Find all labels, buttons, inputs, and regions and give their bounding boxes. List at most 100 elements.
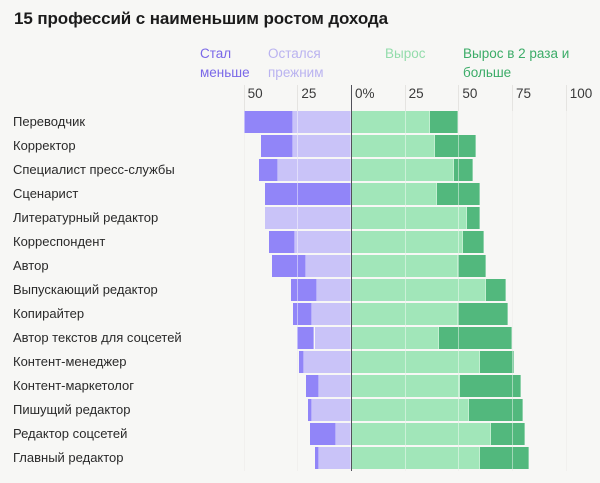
legend: Стал меньше Остался прежним Вырос Вырос в 2… [0, 44, 600, 86]
segment-grew-2x [460, 375, 521, 397]
gridline [512, 85, 514, 471]
segment-grew-2x [462, 231, 485, 253]
legend-item: Вырос в 2 раза и больше [463, 46, 570, 80]
gridline [565, 85, 567, 471]
segment-grew-2x [434, 135, 476, 157]
gridline-overlay [297, 111, 299, 471]
segment-grew-2x [430, 111, 459, 133]
segment-stayed-same [312, 303, 351, 325]
segment-grew-2x [466, 207, 480, 229]
segment-declined [260, 135, 294, 157]
category-label: Копирайтер [13, 306, 85, 321]
segment-declined [308, 399, 313, 421]
segment-grew-2x [479, 447, 530, 469]
gridline-overlay [565, 111, 567, 471]
category-label: Специалист пресс-службы [13, 162, 175, 177]
segment-grew [351, 231, 463, 253]
segment-stayed-same [278, 159, 351, 181]
gridline [297, 85, 299, 471]
segment-stayed-same [316, 279, 351, 301]
segment-stayed-same [335, 423, 351, 445]
legend-item: Остался прежним [268, 46, 324, 80]
segment-grew [351, 327, 440, 349]
chart-title: 15 профессий с наименьшим ростом дохода [14, 9, 388, 28]
segment-declined [305, 375, 319, 397]
segment-grew [351, 255, 459, 277]
axis-tick-label: 50 [462, 86, 478, 101]
segment-stayed-same [303, 351, 351, 373]
axis-tick-label: 0% [355, 86, 375, 101]
segment-grew-2x [486, 279, 506, 301]
segment-grew [351, 135, 435, 157]
gridline-overlay [243, 111, 245, 471]
segment-grew [351, 375, 461, 397]
segment-declined [290, 279, 317, 301]
segment-grew [351, 423, 491, 445]
category-label: Литературный редактор [13, 210, 159, 225]
segment-declined [314, 447, 319, 469]
segment-grew [351, 447, 480, 469]
axis-tick-label: 75 [516, 86, 532, 101]
category-label: Главный редактор [13, 450, 124, 465]
segment-declined [269, 231, 296, 253]
gridline-overlay [404, 111, 406, 471]
segment-declined [243, 111, 294, 133]
segment-declined [310, 423, 336, 445]
gridline-overlay [512, 111, 514, 471]
segment-stayed-same [318, 447, 351, 469]
category-label: Контент-менеджер [13, 354, 127, 369]
category-label: Сценарист [13, 186, 79, 201]
segment-grew-2x [436, 183, 480, 205]
segment-stayed-same [265, 207, 351, 229]
segment-grew-2x [458, 303, 508, 325]
legend-item: Вырос [385, 46, 426, 61]
category-label: Переводчик [13, 114, 86, 129]
segment-grew-2x [490, 423, 525, 445]
segment-grew [351, 111, 431, 133]
segment-stayed-same [305, 255, 351, 277]
axis-tick-label: 25 [301, 86, 317, 101]
segment-grew-2x [458, 255, 487, 277]
segment-stayed-same [293, 111, 351, 133]
category-label: Корректор [13, 138, 76, 153]
category-label: Автор текстов для соцсетей [13, 330, 182, 345]
segment-declined [265, 183, 351, 205]
segment-stayed-same [312, 399, 351, 421]
segment-grew [351, 351, 480, 373]
segment-declined [258, 159, 278, 181]
gridline [404, 85, 406, 471]
segment-declined [271, 255, 306, 277]
segment-stayed-same [314, 327, 351, 349]
segment-grew [351, 159, 455, 181]
segment-grew-2x [439, 327, 512, 349]
category-label: Редактор соцсетей [13, 426, 128, 441]
axis-tick-label: 100 [569, 86, 593, 101]
segment-grew [351, 279, 487, 301]
segment-declined [293, 303, 313, 325]
segment-declined [297, 327, 315, 349]
segment-grew [351, 207, 467, 229]
category-label: Выпускающий редактор [13, 282, 158, 297]
category-label: Пишущий редактор [13, 402, 131, 417]
category-label: Контент-маркетолог [13, 378, 134, 393]
legend-item: Стал меньше [200, 46, 250, 80]
segment-stayed-same [293, 135, 351, 157]
segment-grew-2x [469, 399, 523, 421]
segment-stayed-same [295, 231, 351, 253]
axis-tick-label: 50 [247, 86, 263, 101]
zero-axis-line [351, 85, 352, 471]
segment-grew [351, 183, 437, 205]
gridline [458, 85, 460, 471]
segment-stayed-same [318, 375, 351, 397]
segment-grew [351, 303, 459, 325]
segment-declined [299, 351, 304, 373]
category-label: Корреспондент [13, 234, 106, 249]
segment-grew-2x [454, 159, 474, 181]
gridline [243, 85, 245, 471]
gridline-overlay [458, 111, 460, 471]
segment-grew [351, 399, 470, 421]
axis-tick-label: 25 [408, 86, 424, 101]
category-label: Автор [13, 258, 49, 273]
segment-grew-2x [479, 351, 515, 373]
